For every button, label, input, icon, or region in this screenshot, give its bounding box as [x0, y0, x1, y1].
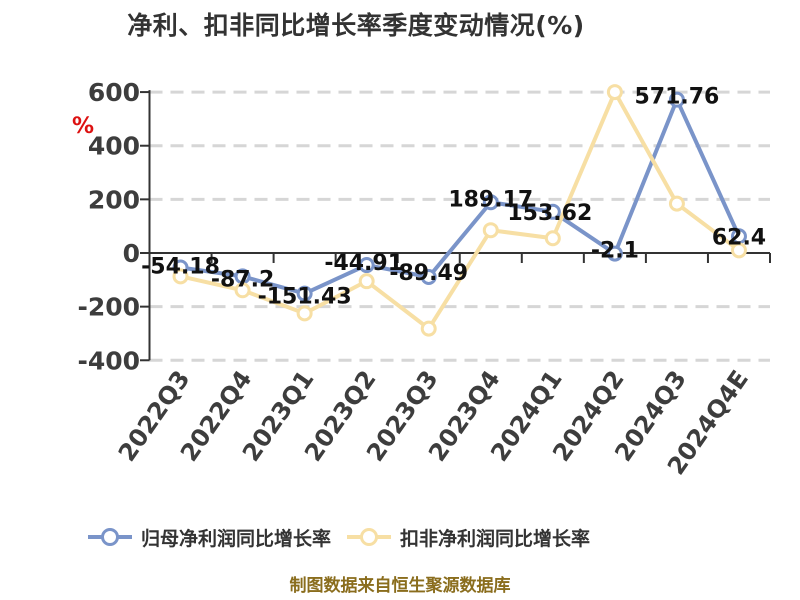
data-point-label: -54.18	[141, 255, 220, 280]
data-point-label: -44.91	[324, 251, 403, 276]
data-point-marker	[358, 257, 375, 274]
legend-label: 归母净利润同比增长率	[141, 527, 332, 550]
data-point-label: 571.76	[634, 85, 719, 110]
chart-title: 净利、扣非同比增长率季度变动情况(%)	[127, 11, 585, 40]
legend-item-non-gaap-net-profit-growth[interactable]: 扣非净利润同比增长率	[347, 524, 590, 551]
legend-label: 扣非净利润同比增长率	[400, 527, 591, 550]
data-point-marker	[668, 195, 685, 212]
data-point-marker	[234, 282, 251, 299]
y-axis-tick-label: 0	[123, 239, 140, 268]
chart-legend: 归母净利润同比增长率 扣非净利润同比增长率	[88, 523, 590, 551]
data-point-marker	[296, 305, 313, 322]
data-point-marker	[606, 84, 623, 101]
y-axis-tick-label: 400	[88, 132, 140, 161]
data-point-marker	[358, 273, 375, 290]
data-point-label: -87.2	[211, 267, 274, 292]
data-point-marker	[420, 320, 437, 337]
data-point-marker	[544, 230, 561, 247]
data-point-label: -151.43	[258, 285, 352, 310]
data-point-marker	[730, 242, 747, 259]
line-chart: 6004002000-200-4002022Q32022Q42023Q12023…	[77, 78, 771, 480]
data-source-caption: 制图数据来自恒生聚源数据库	[289, 576, 511, 596]
y-axis-tick-label: -400	[77, 346, 140, 375]
series-line	[178, 97, 741, 296]
y-axis-tick-label: 200	[88, 185, 140, 214]
data-point-label: 189.17	[448, 187, 533, 212]
y-axis-unit-label: %	[72, 114, 95, 139]
data-point-marker	[296, 285, 313, 302]
series-line	[178, 90, 741, 331]
data-point-marker	[606, 245, 623, 262]
data-point-label: -2.1	[591, 239, 639, 264]
data-point-marker	[482, 222, 499, 239]
data-point-label: 153.62	[507, 201, 592, 226]
y-axis-tick-label: 600	[88, 78, 140, 107]
line-series-marker-icon	[88, 528, 132, 546]
data-point-marker	[420, 269, 437, 286]
line-series-marker-icon	[347, 528, 392, 546]
data-point-label: -89.49	[389, 261, 468, 286]
data-point-marker	[668, 91, 685, 108]
data-point-marker	[544, 203, 561, 220]
legend-item-parent-net-profit-growth[interactable]: 归母净利润同比增长率	[88, 524, 331, 551]
data-point-marker	[172, 268, 189, 285]
y-axis-tick-label: -200	[77, 293, 140, 322]
data-point-label: 62.4	[712, 225, 766, 250]
data-point-marker	[482, 194, 499, 211]
